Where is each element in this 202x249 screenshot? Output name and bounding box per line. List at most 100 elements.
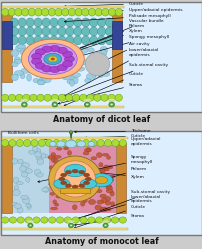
Ellipse shape bbox=[35, 72, 44, 77]
Ellipse shape bbox=[97, 36, 105, 45]
Ellipse shape bbox=[39, 77, 47, 82]
Ellipse shape bbox=[109, 191, 114, 196]
Ellipse shape bbox=[10, 18, 18, 27]
Ellipse shape bbox=[45, 57, 53, 63]
Ellipse shape bbox=[88, 8, 95, 16]
Ellipse shape bbox=[81, 18, 89, 27]
Ellipse shape bbox=[54, 167, 59, 172]
Text: Anatomy of dicot leaf: Anatomy of dicot leaf bbox=[53, 115, 149, 124]
Circle shape bbox=[65, 184, 71, 187]
Ellipse shape bbox=[9, 217, 17, 223]
Ellipse shape bbox=[84, 78, 90, 83]
Circle shape bbox=[60, 181, 66, 185]
Ellipse shape bbox=[82, 192, 88, 194]
Ellipse shape bbox=[96, 200, 103, 204]
Text: Upper/adaxial
epidermis: Upper/adaxial epidermis bbox=[84, 137, 161, 146]
Ellipse shape bbox=[18, 27, 26, 36]
Ellipse shape bbox=[102, 71, 109, 76]
Ellipse shape bbox=[38, 139, 45, 146]
Ellipse shape bbox=[110, 103, 113, 106]
Ellipse shape bbox=[60, 139, 67, 146]
Ellipse shape bbox=[20, 99, 28, 102]
Ellipse shape bbox=[85, 162, 91, 166]
Ellipse shape bbox=[11, 50, 19, 56]
Ellipse shape bbox=[84, 194, 91, 199]
Ellipse shape bbox=[50, 27, 58, 36]
Ellipse shape bbox=[35, 8, 42, 16]
Ellipse shape bbox=[95, 57, 103, 63]
Ellipse shape bbox=[37, 173, 43, 177]
Ellipse shape bbox=[99, 169, 105, 172]
Ellipse shape bbox=[21, 102, 27, 107]
Ellipse shape bbox=[54, 155, 61, 158]
Text: Cuticle: Cuticle bbox=[64, 72, 143, 106]
Ellipse shape bbox=[83, 99, 91, 102]
Ellipse shape bbox=[103, 217, 110, 223]
Ellipse shape bbox=[69, 80, 74, 86]
Ellipse shape bbox=[55, 161, 95, 197]
Circle shape bbox=[35, 63, 45, 69]
Ellipse shape bbox=[26, 204, 31, 207]
Ellipse shape bbox=[86, 73, 95, 79]
Ellipse shape bbox=[51, 94, 58, 101]
Ellipse shape bbox=[83, 188, 87, 192]
Circle shape bbox=[35, 49, 45, 55]
Ellipse shape bbox=[101, 8, 108, 16]
Ellipse shape bbox=[62, 172, 67, 177]
Ellipse shape bbox=[104, 180, 109, 183]
Ellipse shape bbox=[67, 79, 74, 84]
Ellipse shape bbox=[90, 157, 96, 160]
Ellipse shape bbox=[98, 175, 103, 180]
Text: Air cavity: Air cavity bbox=[100, 42, 149, 63]
Ellipse shape bbox=[42, 75, 51, 83]
Ellipse shape bbox=[60, 187, 65, 190]
Circle shape bbox=[42, 46, 52, 52]
Ellipse shape bbox=[115, 8, 122, 16]
Ellipse shape bbox=[119, 139, 126, 146]
Ellipse shape bbox=[88, 176, 93, 179]
Ellipse shape bbox=[67, 220, 74, 223]
Ellipse shape bbox=[69, 131, 72, 133]
Bar bbox=[2, 5, 123, 8]
Circle shape bbox=[49, 45, 60, 52]
Circle shape bbox=[62, 61, 72, 67]
Ellipse shape bbox=[62, 71, 67, 78]
Ellipse shape bbox=[60, 54, 67, 61]
Ellipse shape bbox=[27, 220, 34, 223]
Ellipse shape bbox=[73, 77, 78, 84]
Circle shape bbox=[80, 179, 96, 189]
Circle shape bbox=[85, 177, 91, 181]
Ellipse shape bbox=[97, 27, 105, 36]
Ellipse shape bbox=[74, 60, 79, 65]
Ellipse shape bbox=[65, 18, 74, 27]
Ellipse shape bbox=[61, 65, 66, 69]
Ellipse shape bbox=[99, 207, 103, 210]
Ellipse shape bbox=[16, 94, 23, 101]
Circle shape bbox=[78, 170, 84, 174]
Ellipse shape bbox=[23, 94, 30, 101]
Ellipse shape bbox=[84, 149, 91, 152]
Ellipse shape bbox=[9, 139, 16, 146]
Ellipse shape bbox=[108, 8, 115, 16]
Ellipse shape bbox=[25, 169, 32, 173]
Text: Cuticle: Cuticle bbox=[74, 205, 145, 228]
Ellipse shape bbox=[20, 50, 26, 55]
Ellipse shape bbox=[20, 73, 25, 79]
Ellipse shape bbox=[95, 8, 102, 16]
Ellipse shape bbox=[60, 181, 67, 184]
Circle shape bbox=[42, 66, 52, 72]
Circle shape bbox=[54, 179, 70, 189]
Ellipse shape bbox=[107, 94, 115, 101]
Ellipse shape bbox=[47, 71, 55, 76]
Ellipse shape bbox=[67, 151, 71, 155]
Ellipse shape bbox=[97, 139, 104, 146]
Ellipse shape bbox=[18, 36, 26, 45]
Ellipse shape bbox=[71, 182, 75, 186]
Ellipse shape bbox=[16, 182, 23, 185]
Ellipse shape bbox=[67, 139, 75, 146]
Bar bbox=[1, 131, 201, 235]
Ellipse shape bbox=[8, 94, 16, 101]
Text: Sub-stomal cavity: Sub-stomal cavity bbox=[58, 63, 167, 99]
Ellipse shape bbox=[58, 94, 65, 101]
Ellipse shape bbox=[94, 205, 101, 210]
